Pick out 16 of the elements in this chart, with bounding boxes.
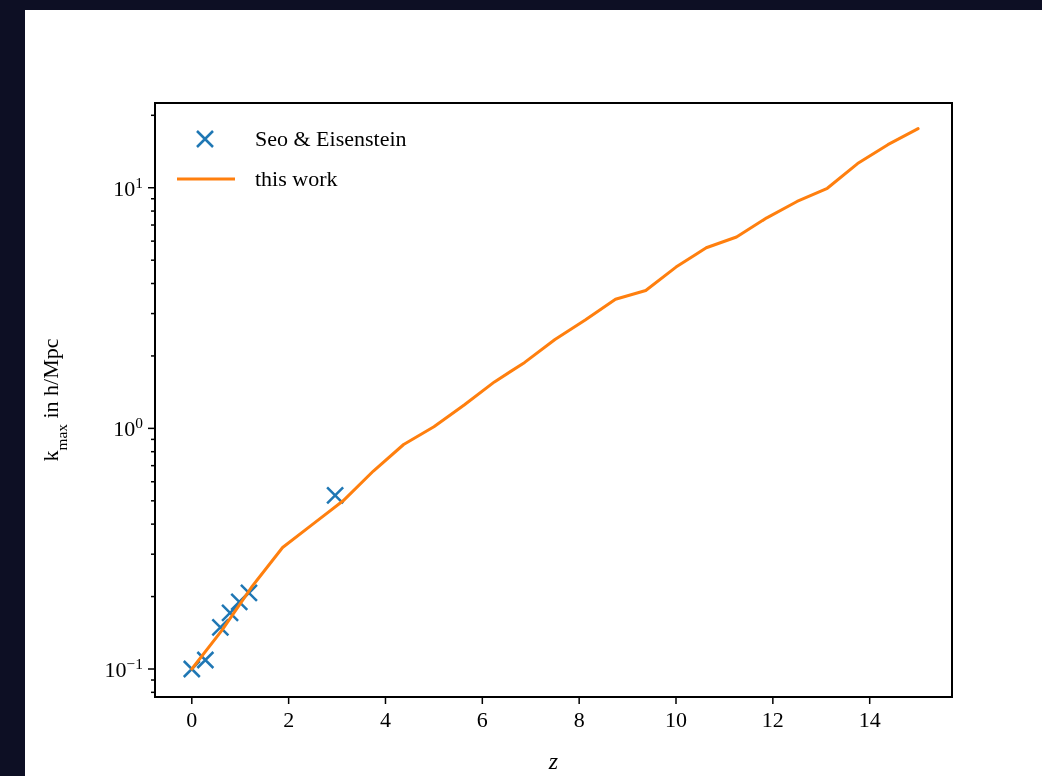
x-tick-label: 4 [379, 707, 391, 732]
x-tick-label: 6 [476, 707, 488, 732]
y-tick-label: 10$^{0}$ [113, 413, 144, 442]
legend-label: this work [255, 166, 338, 191]
x-axis-title: z [547, 748, 559, 774]
y-tick-label: 10$^{−1}$ [104, 654, 143, 683]
x-tick-label: 2 [283, 707, 295, 732]
x-tick-label: 12 [761, 707, 784, 732]
x-tick-label: 0 [186, 707, 198, 732]
x-tick-label: 14 [858, 707, 881, 732]
legend-label: Seo & Eisenstein [255, 126, 407, 151]
y-tick-label: 10$^{1}$ [113, 173, 143, 201]
x-tick-label: 10 [665, 707, 687, 732]
x-tick-label: 8 [573, 707, 585, 732]
line-series [190, 127, 920, 671]
point [196, 650, 215, 670]
